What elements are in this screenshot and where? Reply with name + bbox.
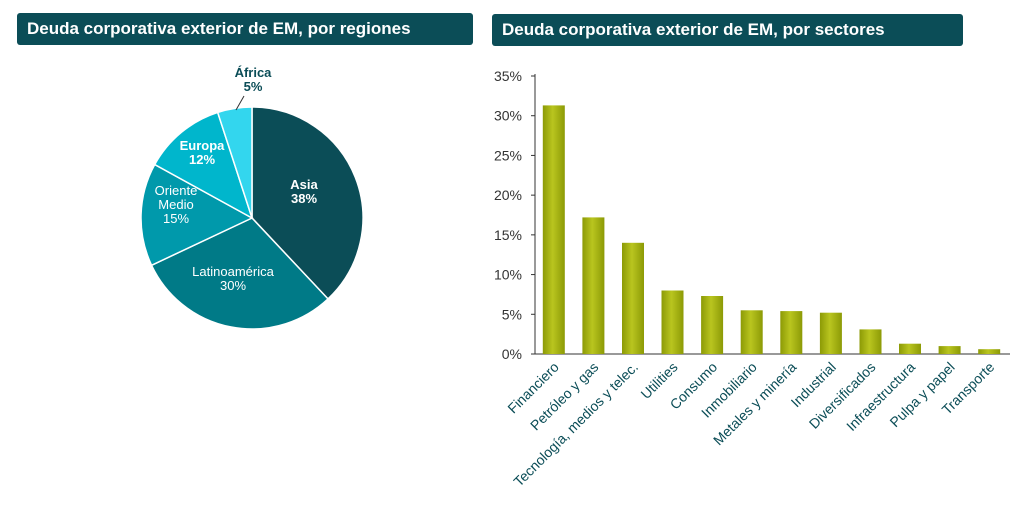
bar-pulpa-y-papel: [938, 346, 961, 354]
x-tick-label-infraestructura: Infraestructura: [843, 359, 918, 434]
pie-label-oriente-medio: Oriente Medio 15%: [155, 183, 198, 226]
bar-diversificados: [859, 329, 882, 354]
bar-chart-title: Deuda corporativa exterior de EM, por se…: [492, 14, 963, 46]
bar-financiero: [542, 105, 565, 355]
pie-label-africa: África 5%: [235, 65, 273, 94]
y-tick-label: 10%: [494, 267, 522, 283]
pie-label-latinoamerica: Latinoamérica 30%: [192, 264, 274, 293]
bar-inmobiliario: [740, 310, 763, 354]
bar-industrial: [819, 312, 842, 354]
bar-tecnologia-medios-y-telec: [622, 242, 644, 354]
pie-slice-europa: [153, 111, 254, 220]
pie-slice-oriente-medio: [140, 163, 254, 267]
y-tick-label: 5%: [502, 306, 522, 322]
bar-infraestructura: [899, 343, 921, 354]
y-tick-label: 30%: [494, 108, 522, 124]
y-tick-label: 20%: [494, 187, 522, 203]
pie-chart: Asia 38% Latinoamérica 30% Oriente Medio 15% Eu…: [140, 65, 364, 330]
bar-metales-y-mineria: [780, 311, 803, 354]
bar-petroleo-y-gas: [582, 217, 605, 354]
bar-transporte: [978, 349, 1001, 354]
pie-slice-latinoamerica: [150, 217, 330, 330]
y-tick-label: 35%: [494, 68, 522, 84]
pie-slice-asia: [251, 106, 364, 300]
pie-leader-line: [235, 95, 245, 111]
y-tick-label: 15%: [494, 227, 522, 243]
pie-chart-title: Deuda corporativa exterior de EM, por re…: [17, 13, 473, 45]
bar-chart: 0%5%10%15%20%25%30%35%FinancieroPetróleo…: [494, 68, 1010, 490]
y-tick-label: 0%: [502, 346, 522, 362]
y-tick-label: 25%: [494, 147, 522, 163]
pie-slice-africa: [216, 106, 253, 219]
bar-consumo: [701, 296, 724, 354]
pie-label-asia: Asia 38%: [290, 177, 318, 206]
pie-label-europa: Europa 12%: [180, 138, 226, 167]
bar-utilities: [661, 290, 684, 354]
